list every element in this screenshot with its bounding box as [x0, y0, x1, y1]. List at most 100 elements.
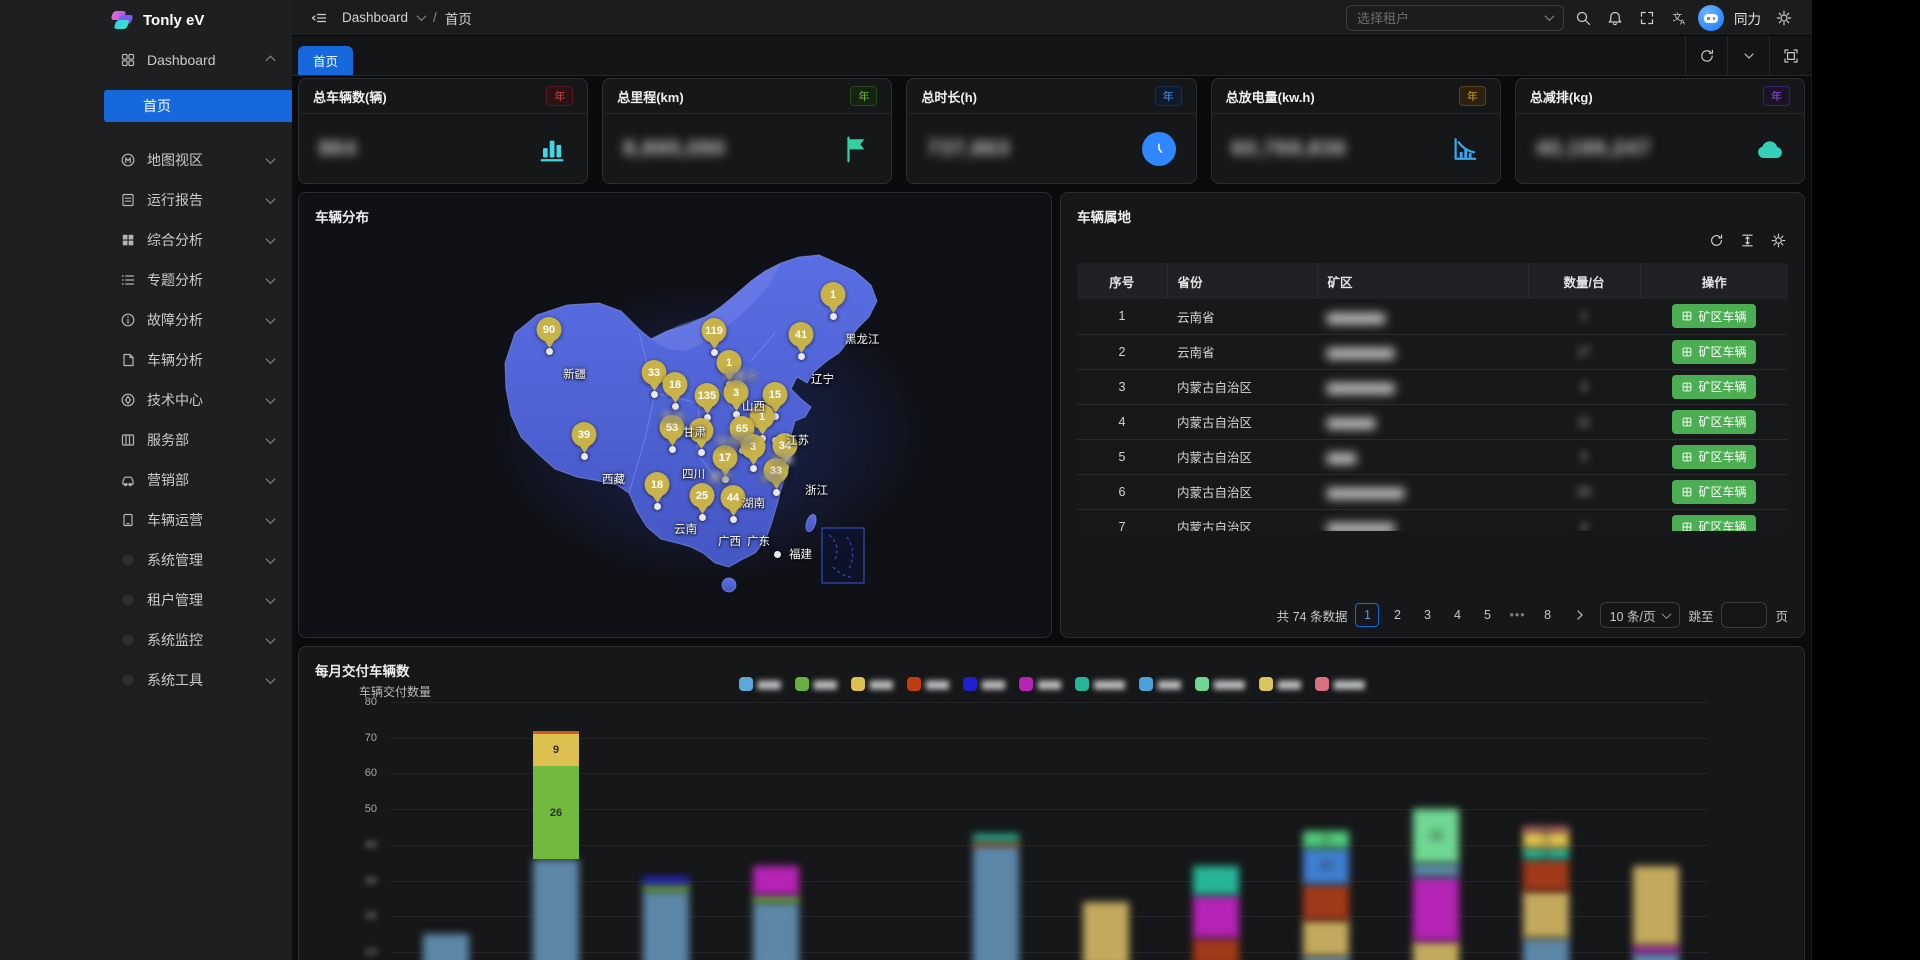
chevron-down-icon [265, 193, 276, 204]
refresh-icon[interactable] [1709, 233, 1724, 248]
kpi-title: 总放电量(kw.h) [1225, 89, 1315, 105]
sidebar-item[interactable]: 综合分析 [0, 220, 292, 260]
legend-item[interactable]: ▆▆▆▆ [1314, 677, 1364, 691]
jump-suffix: 页 [1775, 609, 1788, 624]
bar-segment [1523, 859, 1569, 892]
stacked-bar [423, 934, 469, 960]
chevron-down-icon[interactable] [1727, 36, 1769, 75]
mine-vehicles-button[interactable]: 矿区车辆 [1672, 409, 1756, 434]
legend-label: ▆▆▆ [981, 678, 1005, 690]
page-button[interactable]: 4 [1453, 608, 1461, 622]
mine-vehicles-button[interactable]: 矿区车辆 [1672, 304, 1756, 329]
settings-gear-icon[interactable] [1771, 233, 1786, 248]
sidebar-item-label: 车辆分析 [147, 352, 203, 368]
legend-item[interactable]: ▆▆▆ [794, 677, 837, 691]
legend-item[interactable]: ▆▆▆ [906, 677, 949, 691]
table-row: 2 云南省 ▆▆▆▆▆▆▆ 17 矿区车辆 [1077, 334, 1788, 370]
clock-icon [1141, 131, 1176, 166]
legend-item[interactable]: ▆▆▆ [1258, 677, 1301, 691]
mine-vehicles-button[interactable]: 矿区车辆 [1672, 444, 1756, 469]
breadcrumb-root[interactable]: Dashboard [342, 10, 409, 25]
sidebar-item[interactable]: 地图视区 [0, 140, 292, 180]
bar-segment [1413, 941, 1459, 960]
search-icon[interactable] [1570, 5, 1596, 31]
legend-item[interactable]: ▆▆▆ [962, 677, 1005, 691]
page-size-select[interactable]: 10 条/页 [1599, 602, 1681, 628]
jump-label: 跳至 [1688, 609, 1714, 624]
kpi-card: 总里程(km) 年 8,895,090 [602, 78, 893, 184]
maximize-frame-icon[interactable] [1769, 36, 1811, 75]
legend-label: ▆▆▆ [813, 678, 837, 690]
page-button[interactable]: 3 [1423, 608, 1431, 622]
y-tick-label: 70 [364, 731, 377, 744]
bar-segment [1523, 891, 1569, 938]
sidebar-item[interactable]: 服务部 [0, 420, 292, 460]
table-column-header: 省份 [1167, 263, 1318, 299]
page-button[interactable]: 1 [1355, 603, 1380, 627]
row-index: 7 [1077, 509, 1167, 531]
sidebar-item[interactable]: 系统工具 [0, 660, 292, 700]
tenant-select[interactable]: 选择租户 [1346, 4, 1564, 31]
username: 同力 [1734, 11, 1761, 27]
settings-gear-icon[interactable] [1771, 5, 1797, 31]
sidebar-item[interactable]: 车辆分析 [0, 340, 292, 380]
row-mine: ▆▆▆ [1317, 439, 1528, 475]
chevron-down-icon [265, 553, 276, 564]
sidebar-item[interactable]: 故障分析 [0, 300, 292, 340]
bar-segment-label: 3 [1542, 847, 1550, 860]
notification-bell-icon[interactable] [1602, 5, 1628, 31]
tab-home[interactable]: 首页 [298, 46, 354, 75]
analysis-grid-icon [120, 232, 136, 248]
jump-page-input[interactable] [1721, 602, 1768, 628]
sidebar-item-label: 技术中心 [147, 392, 203, 408]
sidebar: Tonly eV Dashboard 首页 地图视区 运行报告 综合分析 专题分析 故障分析… [0, 0, 292, 960]
menu-fold-icon[interactable] [306, 5, 332, 31]
sidebar-item[interactable]: Dashboard [0, 40, 292, 80]
sidebar-item[interactable]: 专题分析 [0, 260, 292, 300]
legend-item[interactable]: ▆▆▆ [1018, 677, 1061, 691]
legend-item[interactable]: ▆▆▆▆ [1194, 677, 1245, 691]
table-column-header: 数量/台 [1528, 263, 1641, 299]
breadcrumb-separator: / [433, 10, 437, 25]
sidebar-item[interactable]: 运行报告 [0, 180, 292, 220]
pin-count-badge: 1 [820, 282, 846, 307]
fullscreen-icon[interactable] [1634, 5, 1660, 31]
mine-vehicles-button[interactable]: 矿区车辆 [1672, 514, 1756, 531]
sidebar-item[interactable]: 系统管理 [0, 540, 292, 580]
user-avatar[interactable] [1698, 4, 1724, 31]
column-height-icon[interactable] [1740, 233, 1755, 248]
sidebar-item[interactable]: 租户管理 [0, 580, 292, 620]
legend-item[interactable]: ▆▆▆ [850, 677, 893, 691]
legend-item[interactable]: ▆▆▆ [738, 677, 781, 691]
mine-vehicles-button[interactable]: 矿区车辆 [1672, 374, 1756, 399]
sidebar-item[interactable]: 系统监控 [0, 620, 292, 660]
sidebar-item[interactable]: 技术中心 [0, 380, 292, 420]
sidebar-item[interactable]: 营销部 [0, 460, 292, 500]
table-column-header: 矿区 [1317, 263, 1529, 299]
sidebar-item-home[interactable]: 首页 [104, 90, 292, 122]
bar-segment-label: 9 [552, 744, 560, 757]
legend-item[interactable]: ▆▆▆ [1138, 677, 1181, 691]
sidebar-item[interactable]: 车辆运营 [0, 500, 292, 540]
legend-item[interactable]: ▆▆▆▆ [1075, 677, 1125, 691]
refresh-icon[interactable] [1685, 36, 1727, 75]
legend-swatch [1138, 677, 1153, 691]
page-button[interactable]: 5 [1483, 608, 1491, 622]
bar-segment [753, 866, 799, 895]
legend-swatch [1075, 677, 1090, 691]
row-mine: ▆▆▆▆▆▆▆ [1317, 334, 1528, 370]
row-index: 4 [1077, 404, 1167, 440]
next-page-icon[interactable] [1568, 603, 1592, 627]
page-button[interactable]: 8 [1544, 608, 1552, 622]
dim-circle-icon [120, 552, 136, 568]
mine-vehicles-button[interactable]: 矿区车辆 [1672, 479, 1756, 504]
legend-swatch [906, 677, 921, 691]
province-label: 湖北 [760, 472, 783, 484]
bar-segment [643, 891, 689, 960]
page-button[interactable]: 2 [1393, 608, 1401, 622]
mine-vehicles-button[interactable]: 矿区车辆 [1672, 339, 1756, 364]
bar-segment [1413, 877, 1459, 942]
chevron-down-icon [265, 393, 276, 404]
